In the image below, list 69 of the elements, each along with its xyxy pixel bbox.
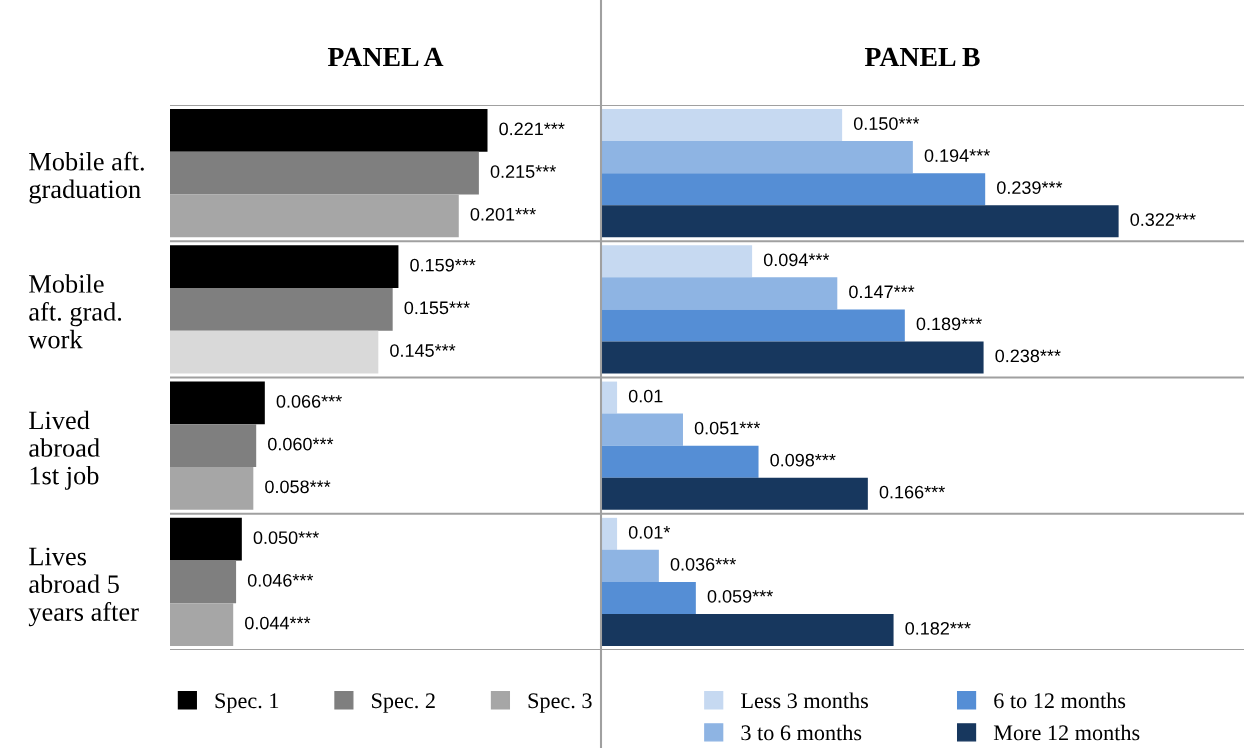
bar [170,194,459,238]
bar [601,381,618,414]
bar [170,424,257,467]
bar [601,205,1119,238]
bar [601,477,868,510]
data-label: 0.060*** [268,437,334,451]
bar [601,141,913,174]
bar [170,517,242,561]
data-label: 0.182*** [905,621,971,635]
bar [601,445,759,478]
data-label: 0.058*** [265,480,331,494]
bar [170,603,234,646]
bar [601,549,659,582]
bar [601,613,894,646]
y-tick-label: Lives abroad 5 years after [28,547,139,627]
data-label: 0.066*** [276,394,342,408]
text: PANEL A [327,47,444,67]
bar [601,173,986,206]
bar [170,466,254,510]
y-tick-label: Mobile aft. grad. work [28,274,122,349]
data-label: 0.036*** [670,557,736,571]
bar [601,341,984,374]
y-tick-label: Mobile aft. graduation [29,151,144,204]
data-label: 0.238*** [995,349,1061,363]
data-label: 0.044*** [245,616,311,630]
bar [170,381,265,425]
data-label: 0.194*** [924,149,990,162]
data-label: 0.01* [628,525,671,539]
data-label: 0.166*** [879,485,945,499]
data-label: 0.147*** [849,285,915,299]
legend-label: Spec. 2 [372,693,435,713]
legend-label: 6 to 12 months [994,692,1126,709]
bar [601,277,838,310]
bar [170,109,488,152]
bar [601,581,696,614]
legend-label: Spec. 3 [528,693,592,713]
data-label: 0.050*** [253,531,319,545]
bar [601,245,753,278]
data-label: 0.145*** [390,344,456,357]
bar [601,517,618,550]
data-label: 0.189*** [916,317,982,331]
bar [601,109,843,142]
data-label: 0.098*** [770,453,836,467]
bar [170,151,479,195]
data-label: 0.051*** [694,421,761,435]
bar [601,309,905,342]
data-label: 0.046*** [247,573,314,587]
data-label: 0.159*** [410,258,476,272]
bar [170,288,393,331]
legend-label: Spec. 1 [215,693,279,713]
y-tick-label: Lived abroad 1st job [29,410,100,490]
data-label: 0.01 [628,389,663,403]
data-label: 0.215*** [490,165,556,178]
data-label: 0.322*** [1130,213,1196,226]
bar [170,330,379,374]
legend-label: 3 to 6 months [741,724,862,741]
bar [170,245,399,289]
bar [170,560,237,604]
data-label: 0.094*** [763,253,830,267]
data-label: 0.239*** [997,181,1063,194]
data-label: 0.221*** [499,122,565,136]
bar [601,413,683,446]
legend-label: More 12 months [993,724,1140,741]
data-label: 0.059*** [707,589,773,603]
data-label: 0.150*** [853,117,920,130]
text: PANEL B [864,47,980,67]
legend-label: Less 3 months [741,692,868,709]
data-label: 0.155*** [404,301,470,315]
data-label: 0.201*** [470,207,536,221]
